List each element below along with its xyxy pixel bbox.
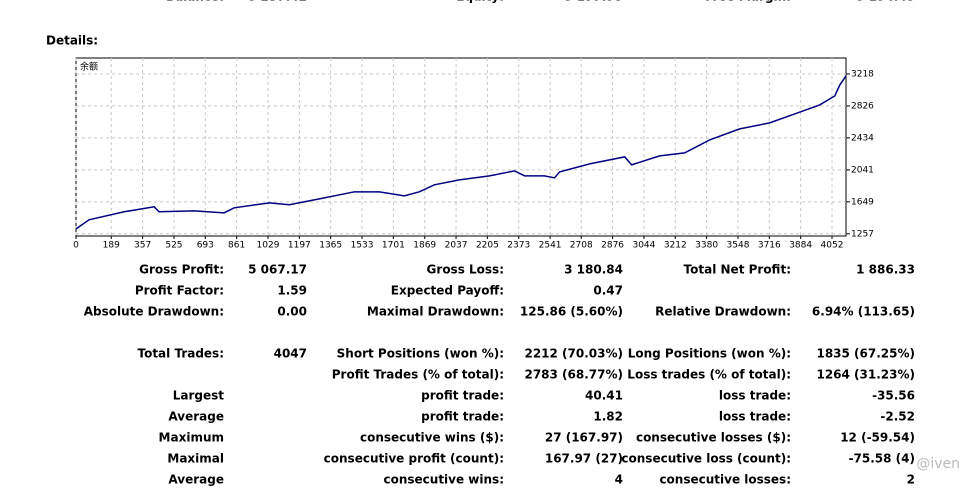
x-tick-label: 3716 — [758, 241, 781, 251]
x-tick-label: 1869 — [413, 241, 436, 251]
summary-label: Balance: — [166, 0, 224, 4]
stat-value: -75.58 (4) — [849, 452, 915, 466]
y-tick-label: 2041 — [851, 165, 874, 175]
stat-value: 2 — [907, 473, 915, 487]
balance-line — [75, 75, 847, 230]
stat-label: Total Net Profit: — [684, 263, 791, 277]
stat-value: 6.94% (113.65) — [812, 305, 915, 319]
stat-value: 1264 (31.23%) — [816, 368, 915, 382]
summary-label: Free Margin: — [705, 0, 791, 4]
stat-label: Average — [168, 410, 224, 424]
x-tick-label: 357 — [134, 241, 151, 251]
stat-value: 3 180.84 — [564, 263, 623, 277]
stat-label: Relative Drawdown: — [655, 305, 791, 319]
x-tick-label: 0 — [73, 241, 79, 251]
x-tick-label: 693 — [197, 241, 214, 251]
x-tick-label: 3044 — [632, 241, 655, 251]
stat-label: Long Positions (won %): — [628, 347, 791, 361]
stat-label: consecutive wins: — [383, 473, 504, 487]
x-tick-label: 3212 — [664, 241, 687, 251]
stat-label: Absolute Drawdown: — [84, 305, 224, 319]
x-tick-label: 1029 — [257, 241, 280, 251]
stat-label: Gross Profit: — [139, 263, 224, 277]
y-tick-label: 1649 — [851, 197, 874, 207]
stat-label: Profit Trades (% of total): — [332, 368, 504, 382]
stat-label: consecutive wins ($): — [360, 431, 504, 445]
stat-label: consecutive losses: — [659, 473, 791, 487]
stat-label: Total Trades: — [137, 347, 224, 361]
x-tick-label: 2708 — [570, 241, 593, 251]
stat-value: 2212 (70.03%) — [524, 347, 623, 361]
summary-value: 5 194.45 — [856, 0, 915, 4]
stat-value: 12 (-59.54) — [840, 431, 915, 445]
stat-value: 2783 (68.77%) — [524, 368, 623, 382]
y-tick-label: 2826 — [851, 101, 874, 111]
summary-label: Equity: — [456, 0, 504, 4]
stat-value: -2.52 — [880, 410, 915, 424]
stat-label: Expected Payoff: — [391, 284, 504, 298]
stat-value: 1 886.33 — [856, 263, 915, 277]
stat-label: Largest — [173, 389, 225, 403]
stat-label: loss trade: — [719, 389, 791, 403]
stat-label: Maximal Drawdown: — [367, 305, 504, 319]
x-tick-label: 1197 — [288, 241, 311, 251]
stat-label: Maximal — [167, 452, 224, 466]
x-tick-label: 4052 — [821, 241, 844, 251]
x-tick-label: 2541 — [539, 241, 562, 251]
stat-value: 167.97 (27) — [545, 452, 623, 466]
summary-value: 5 237.42 — [248, 0, 307, 4]
summary-value: 5 197.95 — [564, 0, 623, 4]
stat-value: 125.86 (5.60%) — [520, 305, 623, 319]
stat-label: consecutive losses ($): — [636, 431, 791, 445]
stat-label: profit trade: — [421, 389, 504, 403]
watermark: @iven — [916, 456, 960, 472]
stat-value: 0.47 — [593, 284, 623, 298]
x-tick-label: 861 — [228, 241, 245, 251]
stat-label: Average — [168, 473, 224, 487]
x-tick-label: 2205 — [476, 241, 499, 251]
x-tick-label: 3884 — [789, 241, 812, 251]
details-label: Details: — [46, 34, 98, 48]
stat-label: Profit Factor: — [135, 284, 224, 298]
stat-value: 1835 (67.25%) — [816, 347, 915, 361]
stat-label: Maximum — [159, 431, 224, 445]
stat-value: 0.00 — [277, 305, 307, 319]
x-tick-label: 2037 — [445, 241, 468, 251]
stat-value: 4 — [615, 473, 623, 487]
stat-label: consecutive loss (count): — [621, 452, 791, 466]
stat-label: Loss trades (% of total): — [627, 368, 791, 382]
x-tick-label: 2876 — [601, 241, 624, 251]
x-tick-label: 3380 — [695, 241, 718, 251]
x-tick-label: 2373 — [507, 241, 530, 251]
stat-value: 1.59 — [277, 284, 307, 298]
x-tick-label: 3548 — [727, 241, 750, 251]
y-tick-label: 1257 — [851, 229, 874, 239]
chart-frame — [75, 57, 847, 237]
x-tick-label: 1533 — [351, 241, 374, 251]
x-tick-label: 189 — [103, 241, 120, 251]
legend: 余额 — [80, 61, 98, 73]
stat-label: consecutive profit (count): — [324, 452, 504, 466]
stat-value: 5 067.17 — [248, 263, 307, 277]
y-tick-label: 3218 — [851, 69, 874, 79]
stat-label: Short Positions (won %): — [337, 347, 504, 361]
stat-value: 40.41 — [585, 389, 623, 403]
stat-label: Gross Loss: — [427, 263, 504, 277]
y-tick-label: 2434 — [851, 133, 874, 143]
stat-label: profit trade: — [421, 410, 504, 424]
stat-label: loss trade: — [719, 410, 791, 424]
x-tick-label: 1701 — [382, 241, 405, 251]
stat-value: -35.56 — [872, 389, 915, 403]
x-tick-label: 1365 — [319, 241, 342, 251]
stat-value: 4047 — [274, 347, 307, 361]
x-tick-label: 525 — [165, 241, 182, 251]
stat-value: 27 (167.97) — [545, 431, 623, 445]
stat-value: 1.82 — [593, 410, 623, 424]
